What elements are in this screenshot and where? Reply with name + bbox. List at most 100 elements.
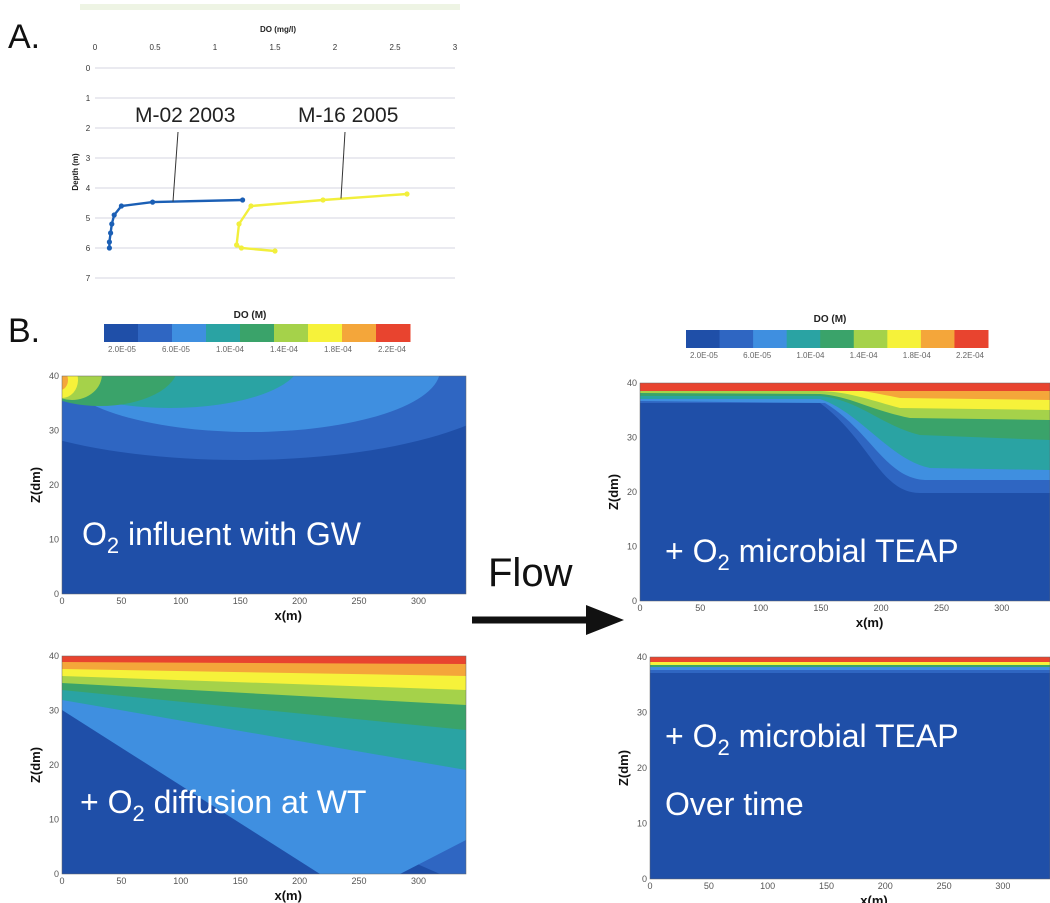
do-model-figure: DO (M) 2.0E-05 6.0E-05 1.0E-04 1.4E-04 1.8E-… (28, 310, 1050, 903)
colorbar-left: DO (M) 2.0E-05 6.0E-05 1.0E-04 1.4E-04 1.8E-… (104, 310, 411, 354)
series-line (235, 192, 408, 253)
colorbar-tick-label: 1.0E-04 (216, 345, 245, 354)
x-tick-label: 300 (994, 603, 1009, 613)
x-tick-label: 50 (116, 596, 126, 606)
colorbar-swatch (686, 330, 721, 348)
colorbar-swatch (206, 324, 241, 342)
data-point (111, 212, 117, 218)
y-tick-label: 0 (642, 874, 647, 884)
y-tick-label: 0 (632, 596, 637, 606)
data-point (248, 203, 254, 209)
colorbar-title: DO (M) (814, 314, 847, 325)
colorbar-swatch (786, 330, 821, 348)
colorbar-tick-label: 6.0E-05 (162, 345, 191, 354)
heatmap-plot-diffusion: 0 50 100 150 200 250 300 0 10 20 30 40 x(m) Z(dm) + O… (28, 651, 467, 903)
data-point (240, 197, 246, 203)
colorbar-swatch (172, 324, 207, 342)
x-tick-label: 100 (760, 881, 775, 891)
y-tick-label: 40 (49, 371, 59, 381)
chart-top-band (80, 4, 460, 10)
y-tick-label: 30 (627, 433, 637, 443)
plot-title: O2 influent with GW (82, 516, 362, 558)
y-tick-label: 10 (637, 819, 647, 829)
x-tick-label: 100 (173, 596, 188, 606)
y-tick-label: 0 (86, 64, 91, 73)
x-tick-label: 0.5 (149, 43, 161, 52)
y-tick-label: 40 (49, 651, 59, 661)
do-profile-chart: DO (mg/l) 0 0.5 1 1.5 2 2.5 3 0 1 2 3 4 5 6 7 Depth (… (71, 4, 460, 283)
x-tick-label: 1.5 (269, 43, 281, 52)
colorbar-tick-label: 1.4E-04 (850, 351, 879, 360)
data-point (236, 221, 242, 227)
colorbar-swatch (308, 324, 343, 342)
x-tick-label: 250 (352, 596, 367, 606)
x-tick-label: 50 (704, 881, 714, 891)
colorbar-swatch (376, 324, 411, 342)
x-tick-label: 150 (233, 596, 248, 606)
x-tick-label: 50 (695, 603, 705, 613)
heatmap-plot-influent: 0 50 100 150 200 250 300 0 10 20 30 40 x(m) Z(dm) O2 … (28, 371, 467, 623)
colorbar-swatch (853, 330, 888, 348)
data-point (106, 245, 112, 251)
x-tick-labels: 0 0.5 1 1.5 2 2.5 3 (93, 43, 458, 52)
y-tick-labels: 0 1 2 3 4 5 6 7 (86, 64, 91, 283)
x-axis-title: DO (mg/l) (260, 25, 296, 34)
series-label: M-16 2005 (298, 104, 398, 127)
x-tick-label: 200 (878, 881, 893, 891)
grid (95, 67, 455, 279)
x-tick-label: 250 (934, 603, 949, 613)
flow-label: Flow (488, 551, 573, 595)
y-tick-label: 3 (86, 154, 91, 163)
x-tick-label: 0 (637, 603, 642, 613)
x-axis-title: x(m) (856, 615, 883, 630)
x-axis-title: x(m) (275, 608, 302, 623)
x-tick-label: 3 (453, 43, 458, 52)
callouts: M-02 2003 M-16 2005 (135, 104, 398, 202)
x-tick-label: 200 (292, 596, 307, 606)
colorbar-swatch (274, 324, 309, 342)
data-point (238, 245, 244, 251)
colorbar-tick-label: 2.0E-05 (690, 351, 719, 360)
data-point (404, 191, 410, 197)
plot-title-line2: Over time (665, 786, 804, 822)
y-tick-label: 0 (54, 869, 59, 879)
colorbar-title: DO (M) (234, 310, 267, 321)
callout-line (172, 131, 179, 202)
y-tick-label: 20 (627, 487, 637, 497)
x-tick-label: 100 (173, 876, 188, 886)
x-tick-label: 0 (647, 881, 652, 891)
colorbar-tick-label: 1.8E-04 (903, 351, 932, 360)
colorbar-swatch (920, 330, 955, 348)
panel-b-label: B. (8, 312, 41, 350)
colorbar-swatch (342, 324, 377, 342)
y-tick-label: 40 (627, 378, 637, 388)
x-tick-label: 250 (937, 881, 952, 891)
plot-title: + O2 diffusion at WT (80, 784, 366, 826)
x-tick-label: 150 (233, 876, 248, 886)
y-tick-label: 6 (86, 244, 91, 253)
data-point (320, 197, 326, 203)
x-axis-title: x(m) (275, 888, 302, 903)
y-axis-title: Z(dm) (28, 467, 43, 503)
colorbar-tick-label: 2.2E-04 (378, 345, 407, 354)
x-tick-label: 150 (813, 603, 828, 613)
y-tick-label: 30 (49, 706, 59, 716)
x-tick-label: 0 (93, 43, 98, 52)
x-tick-label: 2.5 (389, 43, 401, 52)
y-axis-title: Depth (m) (71, 153, 80, 191)
x-tick-label: 200 (292, 876, 307, 886)
callout-line (340, 131, 346, 199)
data-point (108, 230, 114, 236)
x-tick-label: 300 (411, 596, 426, 606)
data-point (106, 239, 112, 245)
colorbar-tick-label: 1.0E-04 (796, 351, 825, 360)
y-tick-label: 20 (49, 760, 59, 770)
colorbar-swatch (138, 324, 173, 342)
colorbar-tick-label: 2.0E-05 (108, 345, 137, 354)
y-tick-label: 10 (627, 542, 637, 552)
colorbar-tick-label: 6.0E-05 (743, 351, 772, 360)
colorbar-swatch (887, 330, 922, 348)
series-label: M-02 2003 (135, 104, 235, 127)
plot-title: + O2 microbial TEAP (665, 718, 959, 760)
heatmap-plot-teap: 0 50 100 150 200 250 300 0 10 20 30 40 x(m) Z(dm) + O… (606, 378, 1050, 630)
